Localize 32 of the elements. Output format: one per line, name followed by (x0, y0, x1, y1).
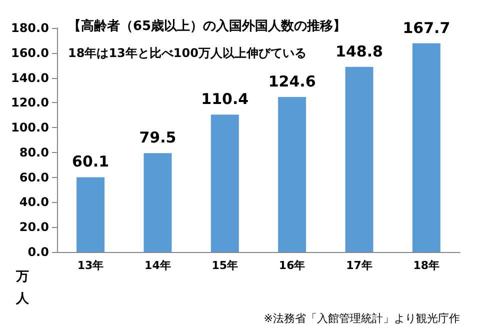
y-tick-label: 60.0 (19, 170, 49, 184)
bar (278, 96, 306, 252)
y-tick-label: 20.0 (19, 220, 49, 234)
bar (76, 177, 105, 252)
y-tick-label: 180.0 (10, 21, 49, 35)
text: ※法務省「入館管理統計」より観光庁作 (264, 312, 460, 325)
data-label: 148.8 (336, 42, 383, 60)
y-axis-title: 万人 (15, 270, 30, 306)
x-tick-label: 17年 (346, 259, 372, 272)
data-label: 124.6 (268, 72, 316, 90)
chart-title: 【高齢者（65歳以上）の入国外国人数の推移】 (68, 18, 346, 34)
y-tick-label: 160.0 (10, 46, 49, 60)
y-tick-label: 120.0 (10, 96, 49, 110)
data-label: 79.5 (139, 128, 176, 147)
y-tick-label: 40.0 (19, 195, 49, 210)
x-tick-label: 16年 (278, 259, 306, 272)
bar (412, 43, 440, 252)
y-tick-label: 140.0 (10, 70, 49, 85)
bar (144, 153, 172, 252)
x-tick-label: 18年 (413, 259, 440, 272)
x-tick-label: 13年 (77, 259, 104, 272)
x-tick-label: 15年 (212, 259, 238, 272)
x-tick-label: 14年 (144, 259, 171, 272)
bar (345, 66, 374, 252)
y-tick-label: 80.0 (19, 145, 49, 160)
data-label: 167.7 (402, 18, 450, 37)
data-label: 110.4 (201, 90, 249, 108)
bar (210, 114, 239, 252)
y-tick-label: 0.0 (28, 245, 49, 259)
text: 18年は13年と比べ100万人以上伸びている (68, 46, 306, 60)
y-tick-label: 100.0 (10, 120, 49, 135)
data-label: 60.1 (72, 152, 110, 171)
